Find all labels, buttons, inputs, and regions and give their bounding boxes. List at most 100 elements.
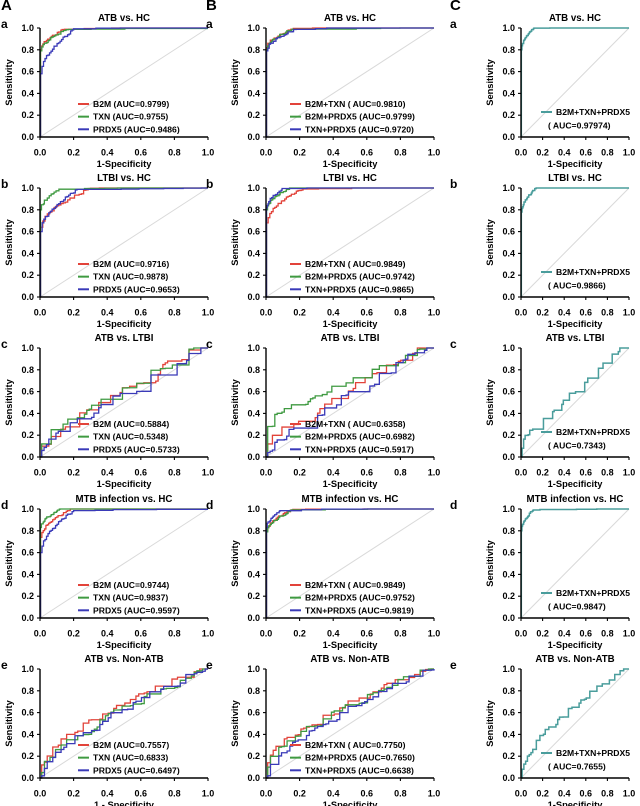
svg-text:1.0: 1.0	[21, 23, 34, 33]
svg-text:0.2: 0.2	[21, 430, 34, 440]
svg-text:1.0: 1.0	[247, 343, 260, 353]
svg-text:0.8: 0.8	[394, 789, 407, 799]
svg-text:0.2: 0.2	[67, 308, 80, 318]
svg-text:0.4: 0.4	[558, 148, 571, 158]
svg-text:B2M+PRDX5 (AUC=0.9752): B2M+PRDX5 (AUC=0.9752)	[305, 593, 415, 603]
svg-text:0.2: 0.2	[536, 308, 549, 318]
svg-text:TXN+PRDX5 (AUC=0.5917): TXN+PRDX5 (AUC=0.5917)	[305, 444, 414, 454]
svg-text:1-Specificity: 1-Specificity	[548, 800, 604, 806]
svg-text:0.4: 0.4	[21, 729, 34, 739]
svg-text:LTBI vs. HC: LTBI vs. HC	[548, 173, 602, 184]
svg-text:0.0: 0.0	[515, 629, 528, 639]
svg-text:B2M+TXN ( AUC=0.7750): B2M+TXN ( AUC=0.7750)	[305, 740, 406, 750]
svg-text:0.8: 0.8	[601, 468, 614, 478]
svg-text:0.2: 0.2	[21, 110, 34, 120]
svg-text:LTBI vs. HC: LTBI vs. HC	[323, 173, 377, 184]
svg-text:0.6: 0.6	[135, 468, 148, 478]
svg-text:0.0: 0.0	[34, 308, 47, 318]
svg-text:0.6: 0.6	[580, 308, 593, 318]
svg-text:0.8: 0.8	[502, 365, 515, 375]
svg-text:B2M (AUC=0.9799): B2M (AUC=0.9799)	[93, 99, 169, 109]
svg-text:0.6: 0.6	[135, 789, 148, 799]
svg-text:PRDX5 (AUC=0.6497): PRDX5 (AUC=0.6497)	[93, 765, 180, 775]
svg-text:B2M (AUC=0.7557): B2M (AUC=0.7557)	[93, 740, 169, 750]
svg-text:0.0: 0.0	[247, 132, 260, 142]
svg-text:1.0: 1.0	[428, 629, 441, 639]
svg-text:0.2: 0.2	[21, 591, 34, 601]
svg-text:0.8: 0.8	[502, 686, 515, 696]
svg-text:0.8: 0.8	[601, 789, 614, 799]
svg-text:B2M+TXN+PRDX5: B2M+TXN+PRDX5	[556, 107, 630, 117]
svg-text:0.6: 0.6	[21, 548, 34, 558]
svg-text:0.0: 0.0	[515, 308, 528, 318]
svg-text:0.6: 0.6	[361, 468, 374, 478]
svg-text:( AUC=0.7655): ( AUC=0.7655)	[548, 762, 606, 772]
svg-text:1.0: 1.0	[428, 789, 441, 799]
svg-text:B2M (AUC=0.9716): B2M (AUC=0.9716)	[93, 259, 169, 269]
svg-text:0.6: 0.6	[21, 227, 34, 237]
svg-text:0.6: 0.6	[502, 227, 515, 237]
svg-text:1.0: 1.0	[428, 308, 441, 318]
svg-text:B2M+TXN+PRDX5: B2M+TXN+PRDX5	[556, 267, 630, 277]
svg-text:0.6: 0.6	[580, 148, 593, 158]
svg-text:PRDX5 (AUC=0.9597): PRDX5 (AUC=0.9597)	[93, 605, 180, 615]
svg-text:1.0: 1.0	[21, 343, 34, 353]
svg-text:( AUC=0.9847): ( AUC=0.9847)	[548, 602, 606, 612]
svg-text:0.8: 0.8	[247, 686, 260, 696]
svg-text:ATB vs. LTBI: ATB vs. LTBI	[321, 333, 380, 344]
svg-text:0.4: 0.4	[247, 88, 260, 98]
svg-text:0.2: 0.2	[247, 110, 260, 120]
svg-text:0.8: 0.8	[247, 45, 260, 55]
svg-text:1.0: 1.0	[247, 23, 260, 33]
svg-text:0.0: 0.0	[515, 789, 528, 799]
svg-text:0.8: 0.8	[168, 789, 181, 799]
svg-text:0.6: 0.6	[580, 629, 593, 639]
svg-text:0.4: 0.4	[247, 569, 260, 579]
svg-text:1.0: 1.0	[21, 664, 34, 674]
svg-text:0.2: 0.2	[293, 148, 306, 158]
svg-text:0.0: 0.0	[21, 452, 34, 462]
svg-text:0.0: 0.0	[21, 292, 34, 302]
svg-text:0.6: 0.6	[580, 468, 593, 478]
svg-text:TXN (AUC=0.6833): TXN (AUC=0.6833)	[93, 753, 168, 763]
svg-text:Sensitivity: Sensitivity	[4, 218, 14, 265]
svg-text:0.0: 0.0	[502, 613, 515, 623]
svg-text:0.2: 0.2	[536, 789, 549, 799]
svg-text:0.2: 0.2	[293, 629, 306, 639]
svg-text:0.0: 0.0	[34, 468, 47, 478]
svg-text:1.0: 1.0	[623, 789, 636, 799]
svg-text:TXN (AUC=0.5348): TXN (AUC=0.5348)	[93, 432, 168, 442]
svg-text:0.8: 0.8	[21, 686, 34, 696]
svg-text:0.0: 0.0	[260, 148, 273, 158]
svg-text:0.6: 0.6	[21, 67, 34, 77]
svg-text:B2M+TXN ( AUC=0.6358): B2M+TXN ( AUC=0.6358)	[305, 419, 406, 429]
svg-text:0.6: 0.6	[247, 67, 260, 77]
svg-text:0.6: 0.6	[247, 227, 260, 237]
svg-text:ATB vs. Non-ATB: ATB vs. Non-ATB	[310, 654, 389, 665]
svg-text:ATB vs. Non-ATB: ATB vs. Non-ATB	[84, 654, 163, 665]
svg-text:B2M (AUC=0.5884): B2M (AUC=0.5884)	[93, 419, 169, 429]
svg-text:0.0: 0.0	[247, 452, 260, 462]
svg-text:0.6: 0.6	[361, 629, 374, 639]
svg-text:0.8: 0.8	[502, 205, 515, 215]
svg-text:0.0: 0.0	[21, 132, 34, 142]
svg-text:ATB vs. HC: ATB vs. HC	[549, 13, 601, 24]
svg-text:0.8: 0.8	[168, 148, 181, 158]
svg-text:0.4: 0.4	[558, 789, 571, 799]
svg-text:0.0: 0.0	[260, 789, 273, 799]
svg-text:0.2: 0.2	[67, 789, 80, 799]
svg-text:ATB vs. Non-ATB: ATB vs. Non-ATB	[535, 654, 614, 665]
svg-text:0.0: 0.0	[515, 148, 528, 158]
svg-text:0.6: 0.6	[361, 148, 374, 158]
svg-text:0.4: 0.4	[101, 789, 114, 799]
svg-text:Sensitivity: Sensitivity	[485, 58, 495, 105]
svg-text:0.2: 0.2	[247, 270, 260, 280]
svg-text:TXN+PRDX5 (AUC=0.9819): TXN+PRDX5 (AUC=0.9819)	[305, 605, 414, 615]
svg-text:0.8: 0.8	[601, 308, 614, 318]
svg-text:0.0: 0.0	[34, 148, 47, 158]
svg-text:0.4: 0.4	[502, 88, 515, 98]
svg-text:ATB vs. LTBI: ATB vs. LTBI	[95, 333, 154, 344]
svg-text:B2M+TXN ( AUC=0.9810): B2M+TXN ( AUC=0.9810)	[305, 99, 406, 109]
svg-text:1.0: 1.0	[428, 148, 441, 158]
svg-text:0.4: 0.4	[558, 629, 571, 639]
